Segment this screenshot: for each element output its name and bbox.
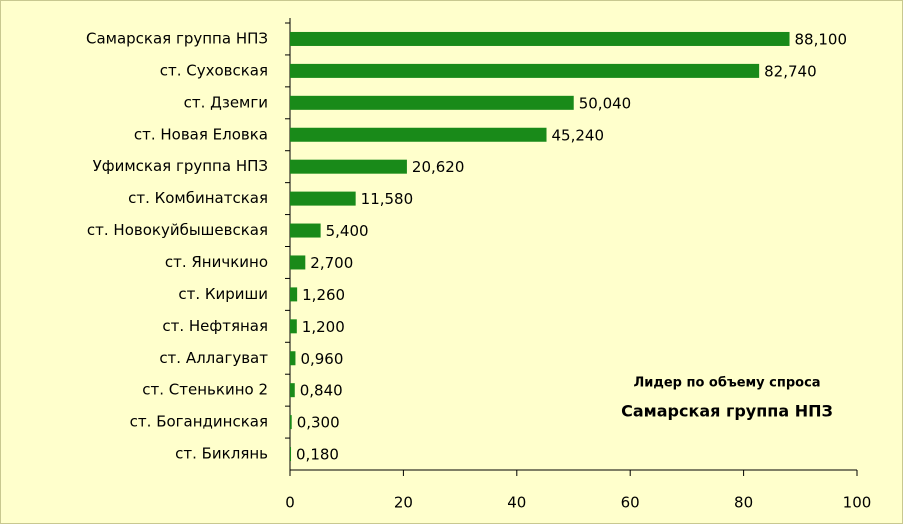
bar	[290, 319, 297, 334]
annotation: Лидер по объему спроса	[633, 376, 820, 391]
x-tick-label: 40	[507, 494, 526, 512]
data-label: 0,840	[300, 382, 343, 400]
y-tick-label: ст. Новокуйбышевская	[87, 221, 268, 239]
y-tick-label: Уфимская группа НПЗ	[93, 157, 268, 175]
data-label: 88,100	[795, 30, 848, 48]
y-tick-label: ст. Стенькино 2	[142, 381, 268, 399]
data-label: 1,260	[302, 286, 345, 304]
bar	[290, 127, 547, 142]
data-label: 1,200	[302, 318, 345, 336]
data-label: 0,300	[297, 414, 340, 432]
bar	[290, 383, 295, 398]
bar	[290, 63, 760, 78]
bar	[290, 223, 321, 238]
data-label: 45,240	[552, 126, 605, 144]
bar	[290, 447, 292, 462]
bar	[290, 351, 296, 366]
x-tick-label: 0	[285, 494, 295, 512]
bar	[290, 95, 574, 110]
bar	[290, 31, 790, 46]
x-tick-label: 60	[621, 494, 640, 512]
bar	[290, 415, 292, 430]
y-tick-label: ст. Богандинская	[130, 413, 268, 431]
bar	[290, 255, 306, 270]
y-tick-label: ст. Суховская	[160, 61, 268, 79]
data-label: 50,040	[579, 94, 632, 112]
annotation: Самарская группа НПЗ	[621, 402, 833, 421]
y-tick-label: ст. Яничкино	[165, 253, 268, 271]
bar	[290, 191, 356, 206]
data-label: 11,580	[361, 190, 414, 208]
y-tick-label: ст. Комбинатская	[128, 189, 268, 207]
data-label: 20,620	[412, 158, 465, 176]
data-label: 5,400	[326, 222, 369, 240]
y-tick-label: ст. Аллагуват	[159, 349, 268, 367]
x-tick-label: 80	[734, 494, 753, 512]
y-tick-label: ст. Биклянь	[175, 445, 268, 463]
data-label: 2,700	[310, 254, 353, 272]
y-tick-label: ст. Нефтяная	[162, 317, 268, 335]
data-label: 82,740	[764, 62, 817, 80]
bar	[290, 287, 298, 302]
data-label: 0,180	[296, 446, 339, 464]
data-label: 0,960	[300, 350, 343, 368]
x-tick-label: 20	[394, 494, 413, 512]
x-tick-label: 100	[843, 494, 872, 512]
y-tick-label: ст. Дземги	[184, 93, 268, 111]
y-tick-label: Самарская группа НПЗ	[86, 29, 268, 47]
y-tick-label: ст. Новая Еловка	[134, 125, 268, 143]
y-tick-label: ст. Кириши	[178, 285, 268, 303]
bar	[290, 159, 407, 174]
